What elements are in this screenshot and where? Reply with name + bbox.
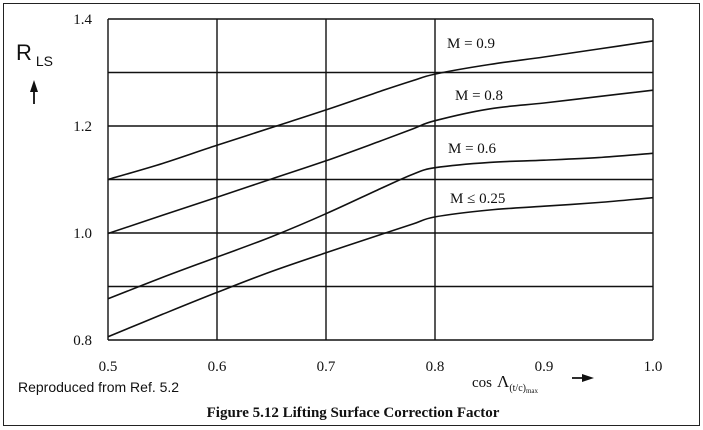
source-note: Reproduced from Ref. 5.2 <box>18 379 179 395</box>
chart-frame <box>3 3 700 426</box>
series-labels: M = 0.9 M = 0.8 M = 0.6 M ≤ 0.25 <box>447 36 505 207</box>
series-line-3 <box>107 196 654 338</box>
y-tick-label-0: 0.8 <box>73 333 92 349</box>
series-label-1: M = 0.8 <box>455 88 503 104</box>
x-axis-label-subsub: max <box>526 387 539 395</box>
y-axis-label: R LS <box>16 40 53 69</box>
x-tick-label-3: 0.8 <box>426 359 445 375</box>
series-label-3: M ≤ 0.25 <box>450 191 505 207</box>
x-tick-label-1: 0.6 <box>208 359 227 375</box>
y-tick-label-3: 1.4 <box>73 12 92 28</box>
x-axis-label: cos Λ(t/c)max <box>472 372 539 395</box>
y-axis-arrow <box>30 80 38 104</box>
series-line-0 <box>107 40 654 181</box>
x-tick-label-5: 1.0 <box>644 359 663 375</box>
series-line-1 <box>107 89 654 235</box>
x-axis-arrow <box>572 374 594 382</box>
x-tick-label-2: 0.7 <box>317 359 336 375</box>
series-curves <box>107 40 654 338</box>
figure-caption: Figure 5.12 Lifting Surface Correction F… <box>207 405 500 421</box>
y-axis-label-sub: LS <box>36 53 53 69</box>
series-label-2: M = 0.6 <box>448 141 497 157</box>
y-tick-label-2: 1.2 <box>73 119 92 135</box>
x-axis-label-sub: (t/c) <box>509 383 526 394</box>
x-tick-label-4: 0.9 <box>535 359 554 375</box>
y-axis-label-main: R <box>16 40 32 65</box>
tick-labels: 0.8 1.0 1.2 1.4 0.5 0.6 0.7 0.8 0.9 1.0 <box>73 12 662 375</box>
x-axis-label-symbol: Λ <box>497 372 510 391</box>
x-axis-label-prefix: cos <box>472 375 492 391</box>
x-tick-label-0: 0.5 <box>99 359 118 375</box>
grid <box>107 18 654 341</box>
series-line-2 <box>107 152 654 300</box>
series-label-0: M = 0.9 <box>447 36 495 52</box>
y-tick-label-1: 1.0 <box>73 226 92 242</box>
